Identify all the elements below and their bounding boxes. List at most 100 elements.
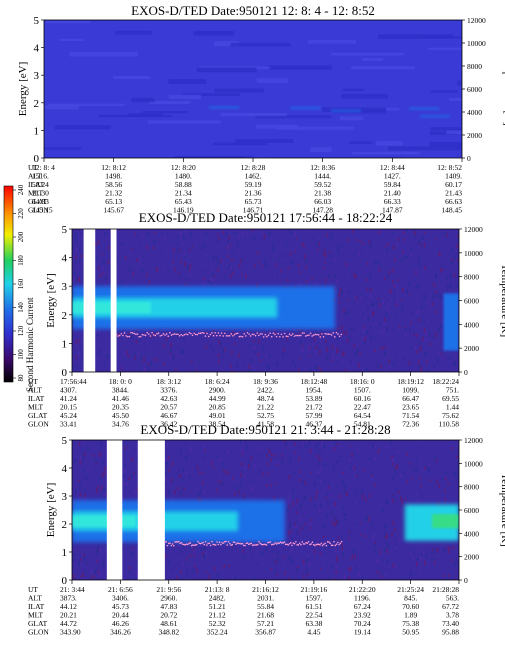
colorbar-tick-label: 220 xyxy=(17,208,25,219)
heatmap-cell xyxy=(299,478,301,483)
heatmap-cell xyxy=(80,558,82,561)
heatmap-cell xyxy=(401,298,403,302)
heatmap-cell xyxy=(224,564,226,568)
temperature-point xyxy=(148,333,150,335)
heatmap-cell xyxy=(212,556,215,559)
heatmap-cell xyxy=(402,287,404,293)
heatmap-cell xyxy=(217,260,219,265)
temperature-point xyxy=(301,541,304,543)
heatmap-cell xyxy=(311,277,313,280)
heatmap-cell xyxy=(426,367,428,372)
orbit-row-label: GLON xyxy=(28,420,49,429)
temperature-point xyxy=(303,543,306,545)
heatmap-cell xyxy=(128,476,131,481)
temperature-point xyxy=(223,540,226,543)
heatmap-cell xyxy=(78,258,81,264)
orbit-value-glat: 46.67 xyxy=(160,411,177,420)
heatmap-cell xyxy=(343,484,346,489)
heatmap-cell xyxy=(211,280,213,285)
heatmap-cell xyxy=(435,310,437,315)
heatmap-cell xyxy=(351,452,353,458)
heatmap-cell xyxy=(342,471,344,475)
heatmap-cell xyxy=(296,236,298,240)
heatmap-cell xyxy=(408,361,411,366)
orbit-value-alt: 2031. xyxy=(257,594,274,603)
heatmap-cell xyxy=(75,364,78,370)
heatmap-cell xyxy=(354,554,356,559)
heatmap-cell xyxy=(258,261,260,264)
heatmap-cell xyxy=(103,361,106,365)
heatmap-cell xyxy=(336,246,339,251)
heatmap-cell xyxy=(418,342,421,345)
orbit-value-ilat: 69.55 xyxy=(442,394,459,403)
heatmap-cell xyxy=(100,441,103,447)
heatmap-cell xyxy=(386,306,388,312)
heatmap-cell xyxy=(382,508,384,514)
temperature-point xyxy=(325,333,328,335)
heatmap-cell xyxy=(203,489,205,495)
heatmap-cell xyxy=(297,328,300,332)
heatmap-cell xyxy=(425,331,427,336)
heatmap-cell xyxy=(391,328,394,331)
heatmap-cell xyxy=(292,360,295,365)
heatmap-cell xyxy=(444,488,446,493)
heatmap-cell xyxy=(348,566,350,571)
heatmap-cell xyxy=(191,245,194,248)
heatmap-cell xyxy=(318,508,321,512)
heatmap-cell xyxy=(283,555,286,559)
heatmap-cell xyxy=(102,560,105,566)
heatmap-cell xyxy=(217,353,220,358)
heatmap-cell xyxy=(370,469,372,475)
heatmap-cell xyxy=(123,351,126,356)
orbit-value-alt: 1427. xyxy=(384,172,401,181)
heatmap-cell xyxy=(444,476,447,481)
heatmap-cell xyxy=(240,273,243,276)
heatmap-cell xyxy=(442,268,444,271)
heatmap-cell xyxy=(314,351,317,356)
orbit-value-ut: 21:13: 8 xyxy=(205,585,230,594)
orbit-value-glat: 49.01 xyxy=(209,411,226,420)
heatmap-cell xyxy=(344,311,346,315)
heatmap-cell xyxy=(327,482,329,485)
y-tick-label: 4 xyxy=(62,463,68,475)
heatmap-cell xyxy=(456,455,458,459)
heatmap-cell xyxy=(178,367,180,370)
temperature-point xyxy=(288,542,291,545)
orbit-value-mlt: 21.22 xyxy=(257,403,274,412)
temperature-point xyxy=(246,542,249,544)
colorbar-tick-label: 120 xyxy=(17,325,25,336)
temperature-point xyxy=(125,335,128,337)
orbit-value-ut: 18: 6:24 xyxy=(205,377,230,386)
heatmap-cell xyxy=(201,551,204,556)
heatmap-cell xyxy=(408,281,410,287)
heatmap-cell xyxy=(277,558,280,561)
orbit-value-glon: 72.36 xyxy=(402,420,419,429)
temperature-point xyxy=(156,333,158,335)
orbit-value-mlt: 21.30 xyxy=(32,189,49,198)
heatmap-cell xyxy=(180,449,182,454)
heatmap-cell xyxy=(127,353,129,358)
orbit-value-ilat: 41.24 xyxy=(60,394,77,403)
orbit-value-glon: 95.88 xyxy=(442,628,459,637)
heatmap-cell xyxy=(273,496,275,501)
heatmap-cell xyxy=(427,465,429,471)
temperature-point xyxy=(320,542,323,545)
heatmap-cell xyxy=(342,359,344,363)
heatmap-cell xyxy=(413,468,415,472)
heatmap-cell xyxy=(217,572,220,578)
heatmap-cell xyxy=(343,512,346,516)
heatmap-cell xyxy=(341,93,388,99)
heatmap-cell xyxy=(97,571,100,575)
temperature-point xyxy=(178,334,181,337)
heatmap-cell xyxy=(184,229,186,233)
heatmap-cell xyxy=(125,255,127,260)
heatmap-cell xyxy=(423,263,426,267)
heatmap-cell xyxy=(435,237,438,240)
temperature-point xyxy=(234,541,236,544)
heatmap-band-late-peak xyxy=(431,514,459,529)
temperature-point xyxy=(143,334,145,336)
heatmap-cell xyxy=(81,554,84,557)
orbit-row-label: GLON xyxy=(28,206,49,215)
heatmap-cell xyxy=(317,471,320,475)
heatmap-cell xyxy=(396,549,398,552)
